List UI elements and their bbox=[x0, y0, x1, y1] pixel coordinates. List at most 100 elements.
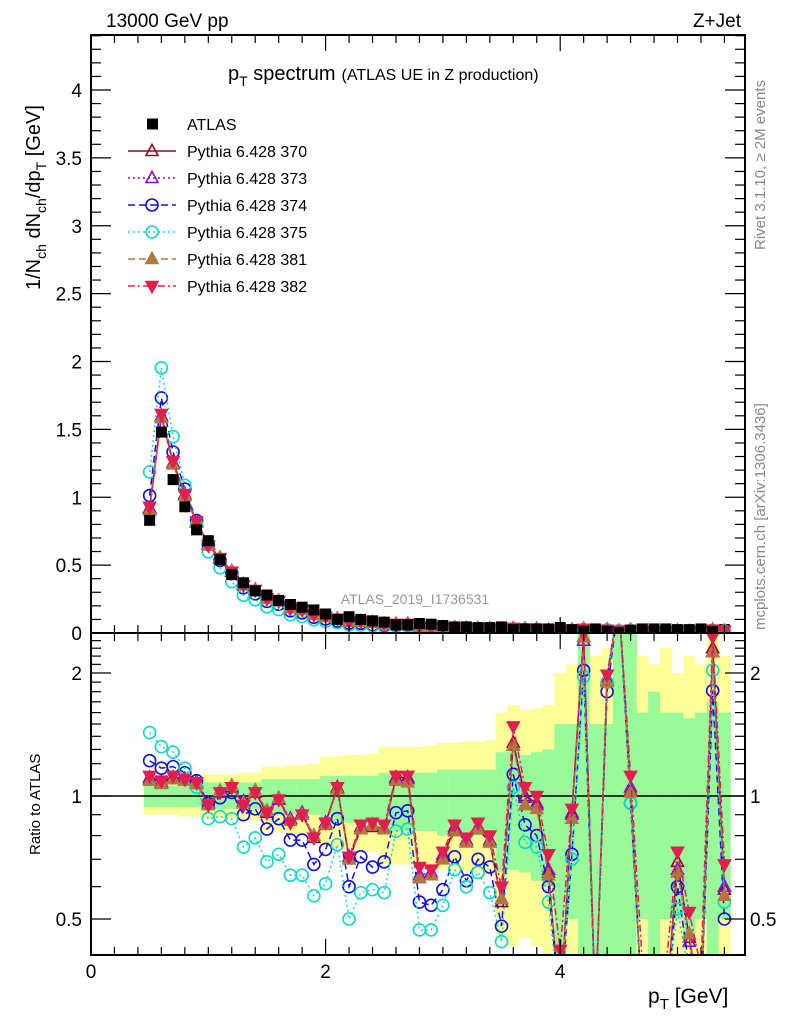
atlas-data-point bbox=[167, 474, 179, 486]
legend-marker bbox=[144, 169, 160, 184]
ylabel-part: 1/N bbox=[23, 259, 45, 290]
ratio-point bbox=[505, 721, 521, 735]
legend-marker bbox=[144, 250, 160, 265]
ratio-point bbox=[613, 595, 625, 607]
atlas-data-point bbox=[331, 613, 343, 625]
ratio-point bbox=[388, 770, 404, 785]
ratio-point bbox=[683, 962, 695, 974]
ratio-point bbox=[541, 848, 556, 863]
atlas-data-point bbox=[214, 554, 226, 566]
data-point bbox=[142, 465, 157, 479]
ratio-point bbox=[517, 796, 533, 811]
ratio-point bbox=[623, 770, 638, 785]
ratio-point bbox=[505, 737, 521, 751]
legend-label: Pythia 6.428 370 bbox=[187, 144, 307, 161]
ratio-point bbox=[565, 852, 579, 867]
stat-uncertainty-band bbox=[612, 633, 626, 955]
ratio-point bbox=[623, 784, 638, 798]
atlas-data-point bbox=[636, 623, 648, 633]
stat-uncertainty-band bbox=[366, 775, 379, 823]
ratio-point bbox=[353, 885, 368, 900]
ratio-line bbox=[149, 633, 726, 955]
ratio-point bbox=[412, 869, 427, 884]
ratio-point bbox=[576, 663, 591, 678]
ratio-tick-label: 2 bbox=[71, 664, 82, 685]
ratio-point bbox=[613, 594, 625, 605]
ratio-point bbox=[589, 1003, 601, 1014]
ratio-point bbox=[271, 794, 287, 808]
y-tick-label: 0 bbox=[71, 624, 82, 645]
ratio-point bbox=[342, 879, 356, 894]
ylabel-part: T bbox=[33, 161, 49, 170]
ratio-point bbox=[554, 1004, 566, 1016]
ratio-point bbox=[518, 818, 532, 832]
ratio-point bbox=[353, 849, 368, 864]
data-point bbox=[154, 391, 169, 405]
ratio-tick-label: 1 bbox=[71, 787, 82, 808]
atlas-data-point bbox=[144, 514, 156, 526]
ratio-point bbox=[142, 753, 157, 768]
ratio-point bbox=[660, 963, 672, 974]
stat-uncertainty-band bbox=[425, 772, 438, 832]
ratio-point bbox=[353, 819, 369, 834]
ratio-point bbox=[541, 895, 556, 909]
atlas-data-point bbox=[320, 608, 332, 620]
ratio-tick-label: 0.5 bbox=[56, 910, 82, 931]
stat-uncertainty-band bbox=[601, 724, 614, 955]
process-label: Z+Jet bbox=[693, 11, 742, 32]
ratio-point bbox=[306, 832, 322, 847]
data-point bbox=[142, 501, 157, 516]
ratio-point bbox=[376, 819, 392, 834]
ratio-point bbox=[247, 787, 263, 801]
ratio-point bbox=[189, 777, 204, 791]
stat-uncertainty-band bbox=[519, 754, 532, 873]
y-tick-label: 2 bbox=[71, 353, 82, 374]
ratio-point bbox=[636, 1003, 648, 1014]
data-point bbox=[165, 455, 181, 470]
ratio-point bbox=[307, 857, 321, 872]
ratio-point bbox=[318, 876, 333, 891]
atlas-data-point bbox=[683, 624, 695, 633]
ratio-point bbox=[483, 860, 497, 874]
stat-uncertainty-band bbox=[554, 724, 567, 955]
ratio-point bbox=[459, 832, 474, 847]
ratio-point bbox=[424, 898, 438, 913]
stat-uncertainty-band bbox=[308, 779, 321, 815]
ratio-point bbox=[224, 811, 239, 826]
ratio-tick-label-right: 2 bbox=[750, 664, 761, 685]
title-rest: spectrum bbox=[248, 63, 336, 85]
ratio-point bbox=[681, 933, 697, 947]
y-tick-label: 1 bbox=[71, 488, 82, 509]
ratio-point bbox=[695, 963, 707, 974]
atlas-data-point bbox=[542, 623, 554, 633]
energy-label: 13000 GeV pp bbox=[106, 11, 229, 32]
ratio-point bbox=[295, 868, 309, 882]
y-tick-label: 3 bbox=[71, 217, 82, 238]
legend-label: Pythia 6.428 382 bbox=[187, 279, 307, 296]
ratio-point bbox=[318, 817, 333, 832]
atlas-data-point bbox=[179, 501, 191, 513]
atlas-data-point bbox=[367, 615, 379, 627]
legend-marker bbox=[145, 198, 159, 212]
ratio-point bbox=[341, 851, 357, 866]
ratio-point bbox=[212, 787, 228, 801]
ratio-point bbox=[166, 745, 180, 759]
ratio-point bbox=[142, 725, 157, 740]
ratio-point bbox=[271, 847, 286, 862]
ratio-point bbox=[236, 799, 251, 814]
stat-uncertainty-band bbox=[448, 769, 461, 836]
legend-label: Pythia 6.428 374 bbox=[187, 198, 307, 215]
stat-uncertainty-band bbox=[343, 775, 356, 823]
ratio-point bbox=[459, 879, 474, 894]
ratio-tick-label-right: 0.5 bbox=[750, 910, 776, 931]
atlas-data-point bbox=[155, 426, 167, 438]
ratio-point bbox=[154, 739, 169, 754]
stat-uncertainty-band bbox=[530, 752, 544, 881]
atlas-data-point bbox=[425, 618, 437, 630]
atlas-data-point bbox=[660, 623, 672, 633]
ratio-point bbox=[717, 859, 732, 873]
ratio-y-axis-label: Ratio to ATLAS bbox=[27, 754, 44, 855]
stat-uncertainty-band bbox=[495, 752, 508, 873]
ratio-point bbox=[318, 842, 333, 857]
ratio-point bbox=[529, 790, 545, 805]
